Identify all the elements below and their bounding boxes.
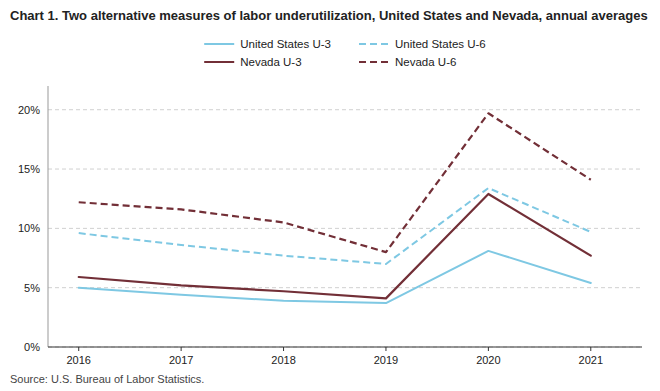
- legend-item: United States U-3: [204, 38, 331, 50]
- legend-swatch: [204, 61, 234, 63]
- legend-item: United States U-6: [359, 38, 486, 50]
- grid-line: [48, 347, 642, 348]
- source-note: Source: U.S. Bureau of Labor Statistics.: [10, 373, 204, 385]
- chart: Chart 1. Two alternative measures of lab…: [0, 0, 660, 391]
- x-tick: [181, 347, 182, 351]
- x-tick-label: 2020: [476, 354, 500, 366]
- series-line: [79, 113, 591, 252]
- legend: United States U-3 United States U-6 Nevada…: [204, 38, 486, 68]
- x-axis-line: [48, 347, 642, 348]
- y-tick-label: 5%: [24, 282, 40, 294]
- x-tick-label: 2018: [271, 354, 295, 366]
- x-tick: [385, 347, 386, 351]
- y-tick-label: 10%: [18, 222, 40, 234]
- series-line: [79, 188, 591, 264]
- legend-swatch: [204, 43, 234, 45]
- legend-label: Nevada U-3: [240, 56, 301, 68]
- x-tick-label: 2019: [374, 354, 398, 366]
- grid-line: [48, 287, 642, 288]
- grid-line: [48, 169, 642, 170]
- x-tick: [488, 347, 489, 351]
- x-tick: [283, 347, 284, 351]
- grid-line: [48, 109, 642, 110]
- title: Chart 1. Two alternative measures of lab…: [10, 8, 648, 23]
- x-tick-label: 2017: [169, 354, 193, 366]
- y-tick-label: 0%: [24, 341, 40, 353]
- legend-label: United States U-3: [240, 38, 331, 50]
- series-lines: [79, 113, 591, 303]
- y-tick-label: 20%: [18, 104, 40, 116]
- y-axis-line: [48, 86, 49, 347]
- x-tick: [590, 347, 591, 351]
- legend-swatch: [359, 61, 389, 63]
- legend-label: United States U-6: [395, 38, 486, 50]
- x-tick: [78, 347, 79, 351]
- legend-item: Nevada U-3: [204, 56, 301, 68]
- legend-label: Nevada U-6: [395, 56, 456, 68]
- x-tick-label: 2021: [579, 354, 603, 366]
- axes: 0% 5% 10% 15% 20% 2016 2017 2018 2019 2020 2021: [18, 86, 642, 366]
- grid: [48, 110, 642, 347]
- legend-swatch: [359, 43, 389, 45]
- y-tick-label: 15%: [18, 163, 40, 175]
- series-line: [79, 194, 591, 298]
- x-tick-label: 2016: [66, 354, 90, 366]
- grid-line: [48, 228, 642, 229]
- legend-item: Nevada U-6: [359, 56, 456, 68]
